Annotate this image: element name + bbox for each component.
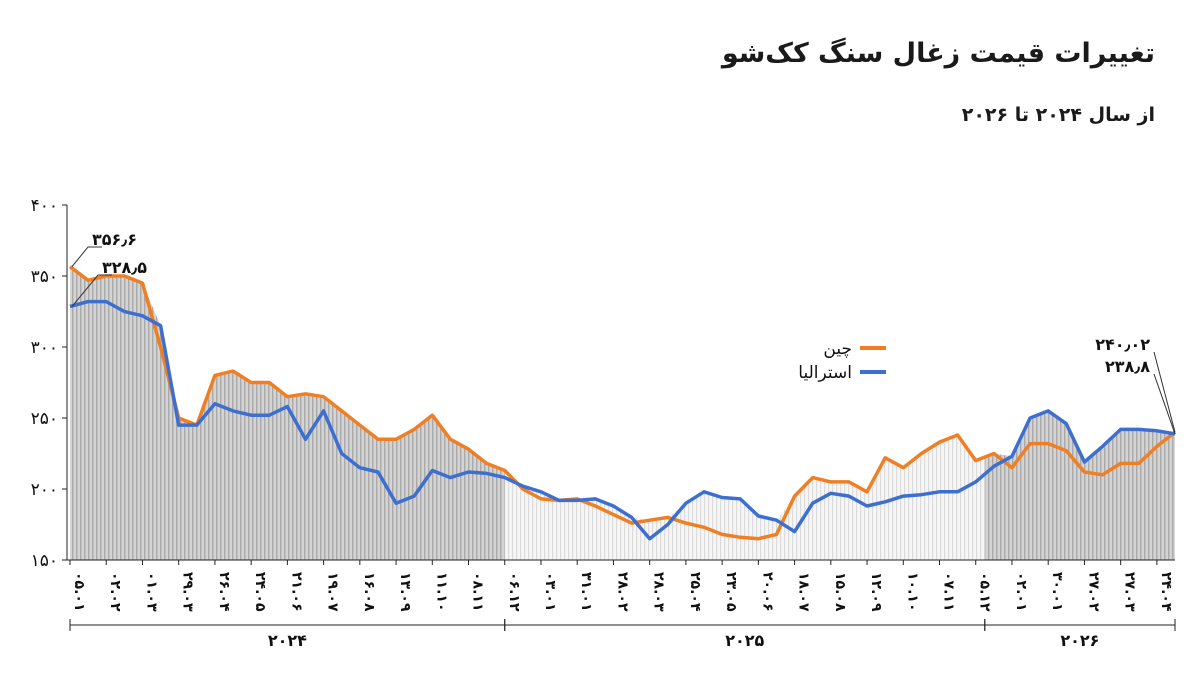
x-tick-label: ۰۵.۱۲ [977, 572, 993, 612]
annotation-leader [1153, 373, 1176, 435]
x-tick-label: ۱۱.۱۰ [433, 572, 449, 612]
x-tick-label: ۰۲.۰۲ [107, 572, 123, 612]
x-tick-label: ۱۳.۰۹ [397, 572, 413, 612]
x-tick-label: ۰۱.۰۳ [143, 572, 159, 612]
data-label: ۲۴۰٫۰۲ [1095, 335, 1150, 354]
y-tick-label: ۳۰۰ [31, 338, 58, 358]
x-tick-label: ۲۸.۰۳ [651, 572, 667, 612]
x-tick-label: ۲۶.۰۴ [216, 572, 232, 612]
year-label: ۲۰۲۵ [725, 631, 764, 650]
x-tick-label: ۲۷.۰۲ [1085, 572, 1101, 612]
data-label: ۳۲۸٫۵ [102, 258, 147, 277]
x-tick-label: ۱۰.۱۰ [904, 572, 920, 612]
x-tick-label: ۲۴.۰۵ [252, 572, 268, 612]
annotation-leader [71, 274, 112, 307]
x-tick-label: ۰۵.۰۱ [71, 572, 87, 612]
x-tick-label: ۲۱.۰۶ [288, 572, 304, 612]
legend-label: چین [823, 339, 852, 359]
x-tick-label: ۲۰.۰۶ [759, 572, 775, 612]
data-label: ۳۵۶٫۶ [92, 230, 137, 249]
x-tick-label: ۰۶.۱۲ [506, 572, 522, 612]
annotation-leader [71, 246, 102, 267]
x-tick-label: ۱۶.۰۸ [361, 572, 377, 612]
chart-title: تغییرات قیمت زغال سنگ کک‌شو [721, 38, 1155, 69]
line-series [68, 265, 1177, 541]
x-tick-label: ۲۳.۰۵ [723, 572, 739, 612]
data-label: ۲۳۸٫۸ [1105, 357, 1150, 376]
y-tick-label: ۱۵۰ [31, 551, 58, 571]
x-tick-label: ۳۰.۰۱ [1049, 572, 1065, 612]
x-tick-label: ۲۷.۰۳ [1122, 572, 1138, 612]
year-label: ۲۰۲۶ [1060, 631, 1099, 650]
x-tick-label: ۰۲.۰۱ [1013, 572, 1029, 612]
x-tick-label: ۲۵.۰۴ [687, 572, 703, 612]
legend-label: استرالیا [798, 363, 852, 383]
x-tick-label: ۱۸.۰۷ [796, 572, 812, 612]
background-shade [984, 410, 1175, 560]
x-tick-label: ۰۷.۱۱ [941, 572, 957, 612]
x-tick-label: ۱۲.۰۹ [868, 572, 884, 612]
x-tick-label: ۱۵.۰۸ [832, 572, 848, 612]
x-tick-label: ۱۹.۰۷ [325, 572, 341, 612]
line-series [69, 299, 1176, 541]
year-label: ۲۰۲۴ [268, 631, 307, 650]
x-tick-label: ۲۸.۰۲ [614, 572, 630, 612]
annotation-leader [1153, 351, 1176, 433]
y-tick-label: ۲۰۰ [31, 480, 58, 500]
x-tick-label: ۰۸.۱۱ [470, 572, 486, 612]
x-tick-label: ۲۹.۰۳ [180, 572, 196, 612]
y-tick-label: ۴۰۰ [31, 196, 58, 216]
y-tick-label: ۲۵۰ [31, 409, 58, 429]
x-tick-label: ۲۴.۰۴ [1158, 572, 1174, 612]
background-shade [504, 435, 985, 560]
x-tick-label: ۳۱.۰۱ [578, 572, 594, 612]
x-tick-label: ۰۳.۰۱ [542, 572, 558, 612]
y-tick-label: ۳۵۰ [31, 267, 58, 287]
chart-subtitle: از سال ۲۰۲۴ تا ۲۰۲۶ [961, 104, 1155, 126]
background-shade [70, 266, 505, 560]
